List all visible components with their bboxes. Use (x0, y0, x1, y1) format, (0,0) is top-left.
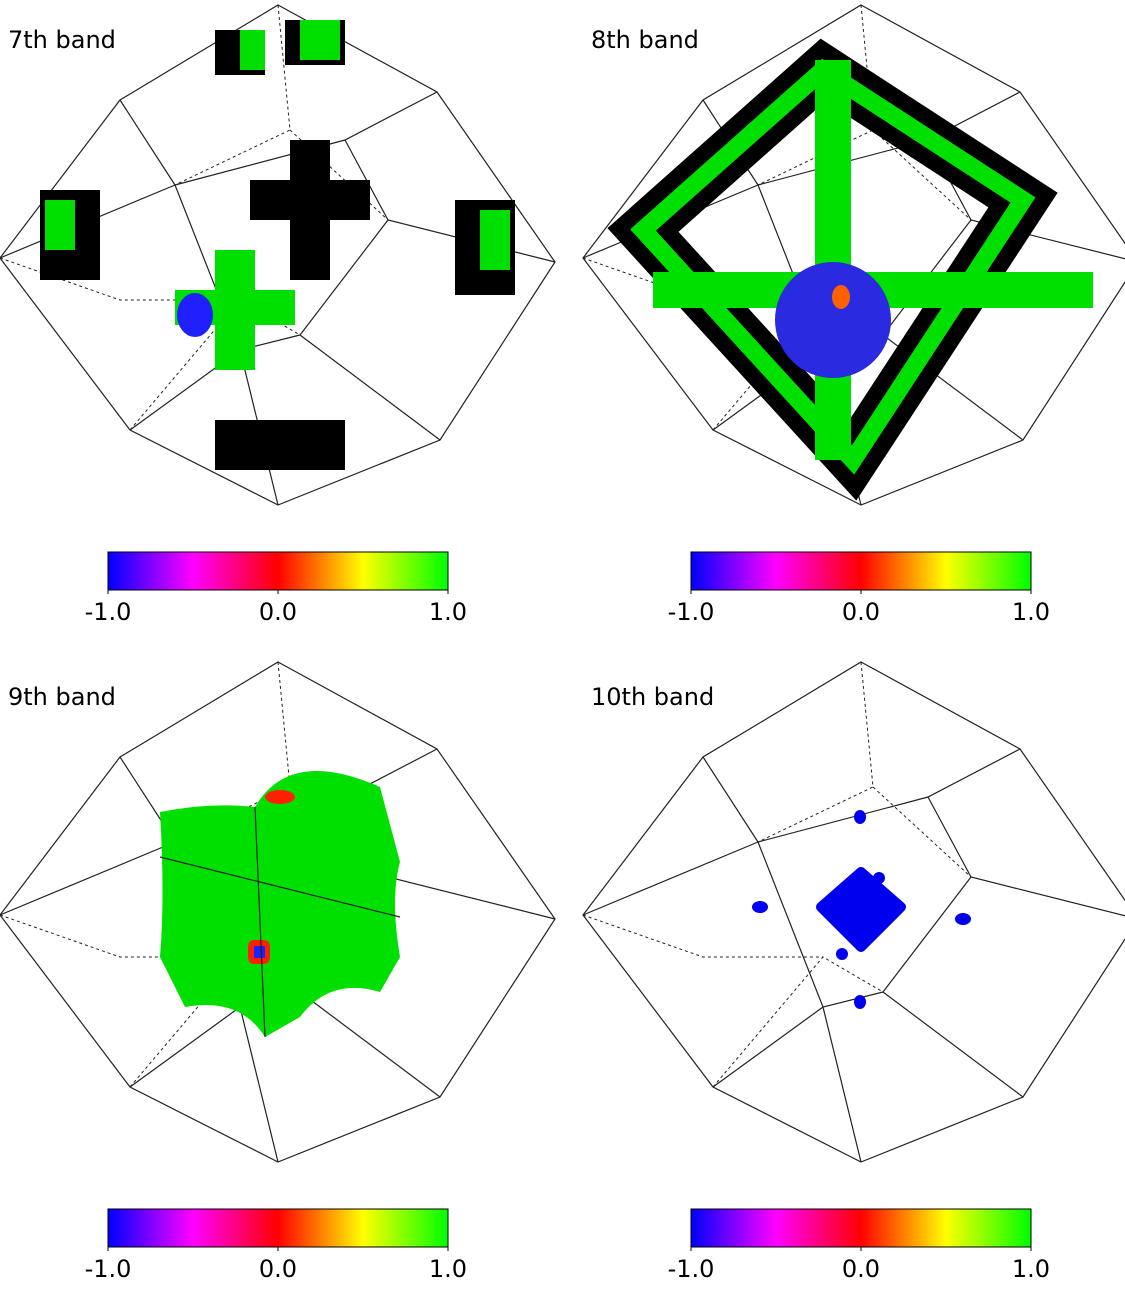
tick-label: 0.0 (842, 598, 880, 626)
panel (583, 5, 1125, 505)
tick-label: 1.0 (429, 598, 467, 626)
tick-label: 0.0 (842, 1255, 880, 1283)
panel (583, 662, 1125, 1162)
panel-title: 8th band (591, 26, 699, 54)
fermi-surface (45, 20, 510, 270)
fermi-surface (177, 293, 213, 337)
fermi-surface (775, 262, 891, 378)
fermi-surface (265, 790, 295, 804)
fermi-surface (821, 872, 901, 947)
tick-label: -1.0 (85, 1255, 132, 1283)
panel-labels: 10th band -1.0 0.0 1.0 (591, 683, 1050, 1283)
fermi-surface (215, 420, 345, 470)
tick-label: 1.0 (1012, 598, 1050, 626)
tick-label: 0.0 (259, 598, 297, 626)
tick-label: -1.0 (668, 1255, 715, 1283)
panel-title: 10th band (591, 683, 714, 711)
tick-label: 1.0 (1012, 1255, 1050, 1283)
tick-label: -1.0 (668, 598, 715, 626)
fermi-surface (160, 771, 400, 1037)
panel (0, 5, 555, 505)
colorbar (108, 552, 448, 590)
colorbar (108, 1209, 448, 1247)
panel-title: 9th band (8, 683, 116, 711)
fermi-surface (832, 285, 850, 309)
colorbar (691, 1209, 1031, 1247)
figure: 7th band -1.0 0.0 1.0 8th band -1.0 0.0 1.0 9th … (0, 0, 1125, 1286)
panel (0, 662, 555, 1162)
tick-label: 1.0 (429, 1255, 467, 1283)
panel-title: 7th band (8, 26, 116, 54)
colorbar (691, 552, 1031, 590)
tick-label: -1.0 (85, 598, 132, 626)
tick-label: 0.0 (259, 1255, 297, 1283)
fermi-surface (254, 946, 265, 958)
